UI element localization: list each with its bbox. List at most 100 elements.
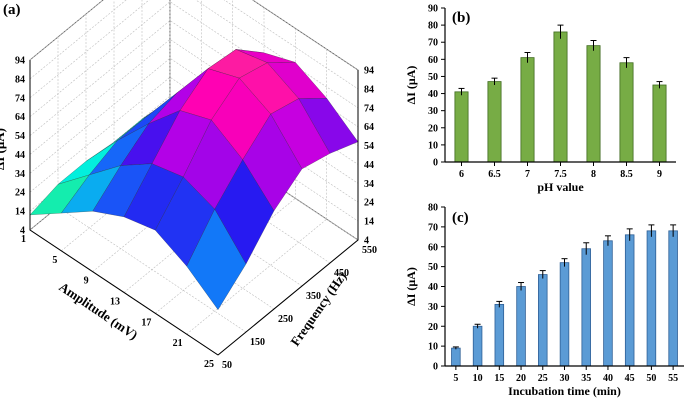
- ph-ytick-label: 90: [428, 4, 438, 15]
- z-tick-label-right: 74: [364, 103, 374, 114]
- panel-c-label: (c): [452, 210, 469, 226]
- incubation-ytick-label: 80: [428, 203, 438, 214]
- floor-gridline: [155, 198, 296, 314]
- z-tick-label-left: 44: [15, 150, 25, 161]
- bar-chart-incubation: 0 10 20 30 40 50 60 70 80 5 10 15 20 25 30 35 40 45 50 55 In…: [404, 203, 684, 398]
- incubation-bar: [538, 274, 548, 367]
- amplitude-tick-label: 17: [141, 317, 151, 328]
- z-tick-label-right: 44: [364, 160, 374, 171]
- ph-ytick-label: 10: [428, 140, 438, 151]
- incubation-ytick-label: 10: [428, 342, 438, 353]
- amplitude-axis-line: [29, 229, 219, 356]
- floor-gridline: [186, 218, 327, 335]
- z-tick-label-left: 34: [15, 169, 25, 180]
- wall-gridline: [29, 20, 359, 146]
- incubation-xtick-label: 25: [538, 373, 548, 384]
- incubation-xtick-label: 5: [453, 373, 458, 384]
- frequency-tick-label: 350: [306, 291, 321, 302]
- panel-a-label: (a): [3, 2, 21, 18]
- incubation-xtick-label: 30: [560, 373, 570, 384]
- ph-ytick-label: 50: [428, 72, 438, 83]
- ph-bar: [520, 57, 535, 163]
- incubation-ytick-label: 40: [428, 282, 438, 293]
- amplitude-tick-label: 13: [110, 297, 120, 308]
- incubation-xtick-label: 15: [494, 373, 504, 384]
- incubation-bar: [472, 325, 483, 367]
- wall-gridline: [29, 57, 359, 184]
- z-tick-label-left: 64: [15, 112, 25, 123]
- ph-xtick-label: 7: [525, 169, 530, 180]
- z-tick-label-left: 4: [20, 226, 25, 237]
- incubation-bar: [646, 230, 657, 367]
- wall-gridline: [29, 0, 359, 90]
- z-axis-title: ΔI (μA): [0, 128, 7, 170]
- amplitude-tick-label: 1: [21, 234, 26, 245]
- ph-xtick-label: 6: [459, 169, 464, 180]
- ph-ytick-label: 30: [428, 106, 438, 117]
- ph-bar: [487, 81, 502, 163]
- bar-chart-ph: 0 10 20 30 40 50 60 70 80 90 6 6.5 7 7.5 8 8.5 9 pH value…: [404, 4, 676, 194]
- incubation-y-axis-title: ΔI (μA): [404, 267, 418, 306]
- z-tick-label-right: 94: [364, 66, 374, 77]
- incubation-ytick-label: 20: [428, 322, 438, 333]
- wall-gridline: [29, 0, 359, 71]
- ph-xtick-label: 9: [657, 169, 662, 180]
- z-tick-label-right: 14: [364, 217, 374, 228]
- incubation-bar: [603, 240, 613, 367]
- ph-xtick-label: 8.5: [620, 169, 633, 180]
- z-tick-label-right: 64: [364, 122, 374, 133]
- wall-gridline: [29, 0, 359, 109]
- frequency-axis-line: [217, 239, 359, 356]
- frequency-tick-label: 50: [222, 360, 232, 371]
- incubation-bar: [494, 303, 505, 367]
- ph-y-axis-title: ΔI (μA): [404, 66, 418, 105]
- ph-ytick-label: 20: [428, 123, 438, 134]
- incubation-xtick-label: 10: [473, 373, 483, 384]
- z-tick-label-left: 14: [15, 207, 25, 218]
- frequency-tick-label: 450: [334, 268, 349, 279]
- z-tick-label-left: 94: [15, 56, 25, 67]
- z-tick-label-left: 74: [15, 93, 25, 104]
- amplitude-tick-label: 25: [204, 359, 214, 370]
- surface-chart-3d: 4142434445464748494414243444546474849415…: [0, 0, 377, 371]
- ph-bar: [454, 91, 469, 163]
- ph-ytick-label: 70: [428, 38, 438, 49]
- ph-ytick-label: 0: [433, 158, 438, 169]
- incubation-ytick-label: 60: [428, 242, 438, 253]
- incubation-bar: [451, 347, 461, 367]
- wall-gridline: [29, 76, 359, 203]
- frequency-tick-label: 150: [250, 337, 265, 348]
- wall-gridline: [29, 1, 359, 127]
- ph-bar: [553, 31, 568, 163]
- incubation-xtick-label: 35: [581, 373, 591, 384]
- incubation-xtick-label: 50: [646, 373, 656, 384]
- incubation-bar: [581, 248, 591, 367]
- ph-bar: [652, 84, 667, 163]
- ph-x-axis-title: pH value: [537, 180, 584, 194]
- z-tick-label-right: 84: [364, 84, 374, 95]
- frequency-tick-label: 250: [278, 314, 293, 325]
- incubation-ytick-label: 30: [428, 302, 438, 313]
- amplitude-tick-label: 5: [52, 255, 57, 266]
- incubation-xtick-label: 55: [668, 373, 678, 384]
- frequency-tick-label: 550: [362, 245, 377, 256]
- amplitude-tick-label: 9: [84, 276, 89, 287]
- z-tick-label-right: 24: [364, 198, 374, 209]
- incubation-xtick-label: 40: [603, 373, 613, 384]
- incubation-bar: [559, 262, 570, 367]
- wall-gridline: [29, 39, 359, 165]
- surface-patch: [186, 208, 247, 311]
- ph-xtick-label: 8: [591, 169, 596, 180]
- ph-xtick-label: 7.5: [554, 169, 567, 180]
- z-tick-label-right: 4: [364, 236, 369, 247]
- incubation-bar: [668, 230, 678, 367]
- incubation-bar: [624, 234, 635, 367]
- incubation-x-axis-title: Incubation time (min): [508, 384, 621, 398]
- incubation-bar: [516, 286, 526, 367]
- z-tick-label-left: 54: [15, 131, 25, 142]
- ph-bar: [619, 62, 634, 163]
- incubation-ytick-label: 70: [428, 222, 438, 233]
- ph-ytick-label: 40: [428, 89, 438, 100]
- incubation-ytick-label: 50: [428, 262, 438, 273]
